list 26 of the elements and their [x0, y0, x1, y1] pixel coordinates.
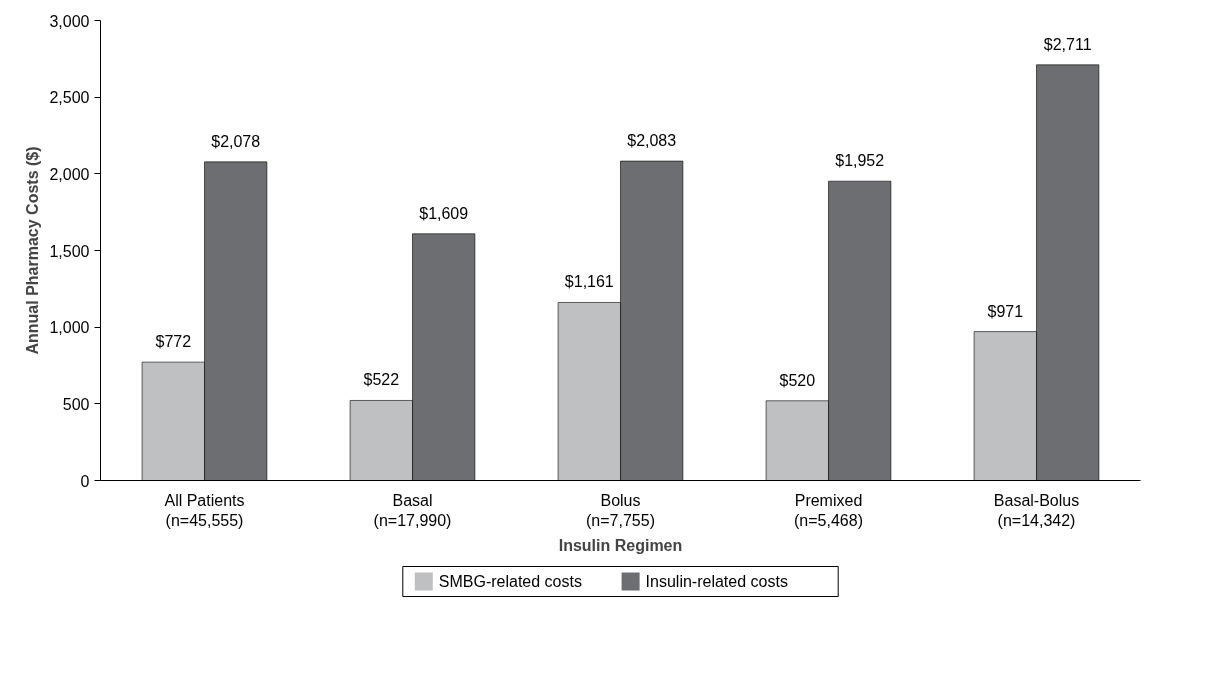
- y-tick-label: 2,500: [49, 89, 90, 107]
- data-label: $2,078: [211, 132, 261, 150]
- data-label: $2,711: [1043, 35, 1092, 53]
- y-tick-label: 1,000: [49, 319, 90, 337]
- x-tick-label: All Patients (n=45,555): [164, 491, 245, 529]
- data-label: $2,083: [627, 132, 677, 150]
- data-label: $1,609: [419, 204, 469, 222]
- y-tick-label: 0: [80, 472, 90, 490]
- data-label: $1,161: [564, 273, 614, 291]
- x-tick-label: Bolus (n=7,755): [586, 491, 655, 529]
- legend-label: Insulin-related costs: [645, 573, 788, 590]
- legend-label: SMBG-related costs: [438, 573, 582, 590]
- y-tick-label: 3,000: [49, 12, 90, 30]
- y-tick-label: 500: [62, 395, 90, 413]
- data-label: $772: [155, 333, 192, 351]
- data-label: $522: [363, 371, 400, 389]
- data-label: $1,952: [835, 152, 885, 170]
- x-tick-label: Basal (n=17,990): [373, 491, 452, 529]
- x-tick-label: Premixed (n=5,468): [794, 491, 863, 529]
- y-axis-title: Annual Pharmacy Costs ($): [24, 146, 42, 355]
- data-label: $971: [987, 302, 1024, 320]
- x-axis-title: Insulin Regimen: [558, 536, 683, 554]
- x-tick-label: Basal-Bolus (n=14,342): [993, 491, 1080, 529]
- y-tick-label: 1,500: [49, 242, 90, 260]
- data-label: $520: [779, 371, 816, 389]
- y-tick-label: 2,000: [49, 165, 90, 183]
